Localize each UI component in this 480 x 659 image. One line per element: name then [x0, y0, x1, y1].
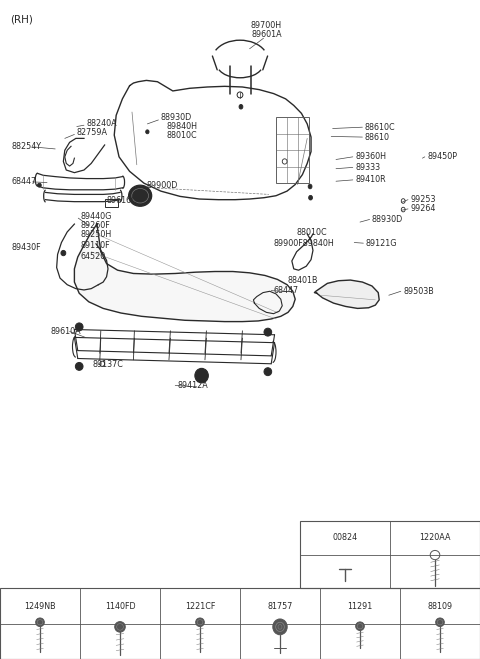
Text: 89121G: 89121G: [366, 239, 397, 248]
Text: 68447: 68447: [274, 286, 299, 295]
Text: 89440G: 89440G: [81, 212, 112, 221]
Bar: [276, 117, 309, 183]
Text: 11291: 11291: [348, 602, 372, 611]
Text: 89260F: 89260F: [81, 221, 110, 230]
Text: 88010C: 88010C: [167, 131, 197, 140]
Bar: [105, 199, 118, 207]
Polygon shape: [314, 280, 379, 308]
Text: 1220AA: 1220AA: [419, 533, 451, 542]
Text: 89450P: 89450P: [427, 152, 457, 161]
Text: 82759A: 82759A: [77, 128, 108, 137]
Text: 89503B: 89503B: [403, 287, 434, 296]
Text: 89412A: 89412A: [178, 381, 208, 390]
Text: 89900F89840H: 89900F89840H: [274, 239, 335, 248]
Text: 88930D: 88930D: [372, 215, 403, 224]
Ellipse shape: [356, 622, 364, 631]
Ellipse shape: [129, 185, 152, 206]
Ellipse shape: [309, 195, 312, 200]
Text: 89900D: 89900D: [146, 181, 178, 190]
Text: 89360H: 89360H: [355, 152, 386, 161]
Ellipse shape: [264, 328, 272, 336]
Text: 89840H: 89840H: [167, 122, 198, 131]
Ellipse shape: [308, 184, 312, 189]
Text: (RH): (RH): [11, 14, 34, 24]
Text: 68447: 68447: [12, 177, 37, 186]
Text: 88610: 88610: [365, 132, 390, 142]
Text: 88401B: 88401B: [288, 275, 319, 285]
Text: 88254Y: 88254Y: [12, 142, 42, 152]
Text: 81757: 81757: [267, 602, 293, 611]
Ellipse shape: [36, 618, 44, 627]
Ellipse shape: [115, 621, 125, 632]
Text: 00824: 00824: [333, 533, 358, 542]
Text: 88010C: 88010C: [297, 228, 327, 237]
Polygon shape: [74, 224, 295, 322]
Text: 89137C: 89137C: [92, 360, 123, 369]
Bar: [300, 521, 480, 588]
Ellipse shape: [75, 323, 83, 331]
Ellipse shape: [75, 362, 83, 370]
Text: 88610C: 88610C: [365, 123, 396, 132]
Text: 89333: 89333: [355, 163, 380, 172]
Text: 64520: 64520: [81, 252, 106, 261]
Text: 88930D: 88930D: [161, 113, 192, 122]
Text: 89601A: 89601A: [251, 30, 282, 39]
Text: 89700H: 89700H: [251, 20, 282, 30]
Ellipse shape: [200, 373, 204, 378]
Ellipse shape: [195, 368, 208, 383]
Text: 89110F: 89110F: [81, 241, 110, 250]
Ellipse shape: [145, 130, 149, 134]
Ellipse shape: [264, 368, 272, 376]
Text: 89410R: 89410R: [355, 175, 386, 185]
Text: 1140FD: 1140FD: [105, 602, 135, 611]
Text: 89610A: 89610A: [50, 327, 81, 336]
Text: 89430F: 89430F: [12, 243, 42, 252]
Text: 88109: 88109: [427, 602, 453, 611]
Text: 99264: 99264: [410, 204, 436, 214]
Ellipse shape: [37, 183, 41, 187]
Text: 89250H: 89250H: [81, 230, 112, 239]
Text: 1221CF: 1221CF: [185, 602, 215, 611]
Text: 99253: 99253: [410, 195, 436, 204]
Bar: [0, 588, 480, 659]
Ellipse shape: [273, 619, 287, 635]
Ellipse shape: [61, 250, 66, 256]
Ellipse shape: [239, 104, 243, 109]
Ellipse shape: [436, 618, 444, 627]
Text: 89616C: 89616C: [107, 196, 137, 206]
Text: 1249NB: 1249NB: [24, 602, 56, 611]
Text: 88240A: 88240A: [86, 119, 117, 128]
Ellipse shape: [196, 618, 204, 627]
